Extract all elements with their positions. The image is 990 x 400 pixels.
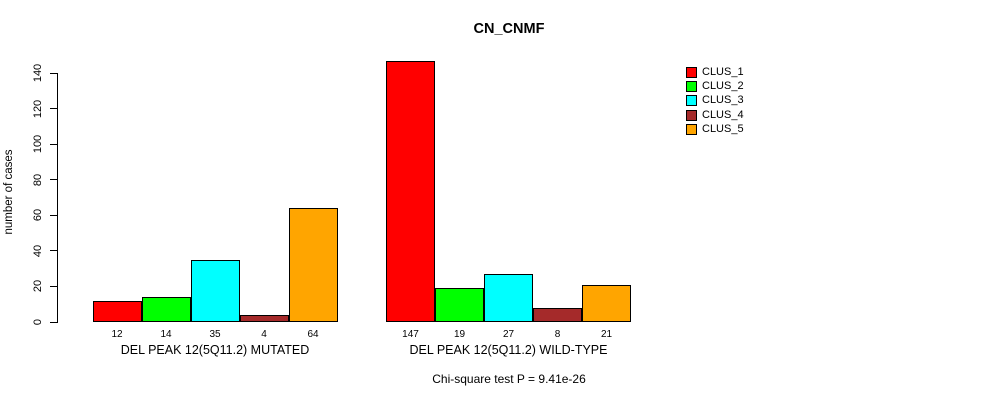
legend-swatch [686,81,697,93]
legend-swatch [686,109,697,121]
legend-label: CLUS_5 [702,123,744,136]
bar-value-label: 14 [160,329,172,340]
bar-clus_2-group1 [141,297,191,322]
bar-value-label: 147 [402,329,419,340]
legend-label: CLUS_1 [702,65,744,78]
legend-swatch [686,124,697,136]
bar-clus_2-group2 [435,288,484,322]
y-axis-tick [50,143,57,145]
legend-swatch [686,66,697,78]
bar-value-label: 64 [307,329,319,340]
y-axis-tick-label: 140 [32,63,44,83]
bar-clus_4-group2 [533,307,582,322]
chart-title: CN_CNMF [473,21,545,37]
legend-swatch [686,95,697,107]
y-axis-tick-label: 80 [32,173,44,186]
group-label: DEL PEAK 12(5Q11.2) WILD-TYPE [409,343,608,357]
legend-item: CLUS_2 [686,79,744,93]
legend-item: CLUS_5 [686,123,744,137]
legend-label: CLUS_2 [702,80,744,93]
bar-clus_1-group1 [92,300,142,322]
y-axis-tick [50,285,57,287]
y-axis-tick-label: 40 [32,244,44,257]
y-axis-tick [50,250,57,252]
legend-item: CLUS_4 [686,108,744,122]
y-axis-label: number of cases [3,149,15,235]
bar-clus_5-group1 [288,208,338,322]
y-axis-tick [50,214,57,216]
y-axis-tick-label: 20 [32,280,44,293]
bar-clus_5-group2 [582,284,631,322]
bar-value-label: 27 [502,329,515,340]
legend-label: CLUS_4 [702,108,744,121]
bar-clus_1-group2 [386,60,435,322]
y-axis-tick-label: 60 [32,209,44,222]
bar-clus_3-group1 [190,259,240,322]
y-axis-tick-label: 100 [32,134,44,154]
bar-value-label: 8 [554,329,561,340]
y-axis-tick [50,321,57,323]
y-axis-tick [50,108,57,110]
bar-clus_3-group2 [484,273,533,322]
legend-item: CLUS_1 [686,65,744,79]
bar-clus_4-group1 [239,314,289,322]
bar-value-label: 19 [453,329,466,340]
bar-value-label: 21 [600,329,613,340]
bar-value-label: 4 [261,329,267,340]
legend: CLUS_1 CLUS_2 CLUS_3 CLUS_4 CLUS_5 [686,65,744,137]
legend-item: CLUS_3 [686,94,744,108]
y-axis-tick [50,179,57,181]
y-axis-tick-label: 0 [32,318,44,326]
group-label: DEL PEAK 12(5Q11.2) MUTATED [120,343,310,357]
bar-value-label: 12 [111,329,123,340]
chi-square-note: Chi-square test P = 9.41e-26 [432,372,586,386]
y-axis-tick [50,72,57,74]
y-axis-line [57,72,58,323]
legend-label: CLUS_3 [702,94,744,107]
y-axis-tick-label: 120 [32,99,44,118]
bar-value-label: 35 [209,329,221,340]
